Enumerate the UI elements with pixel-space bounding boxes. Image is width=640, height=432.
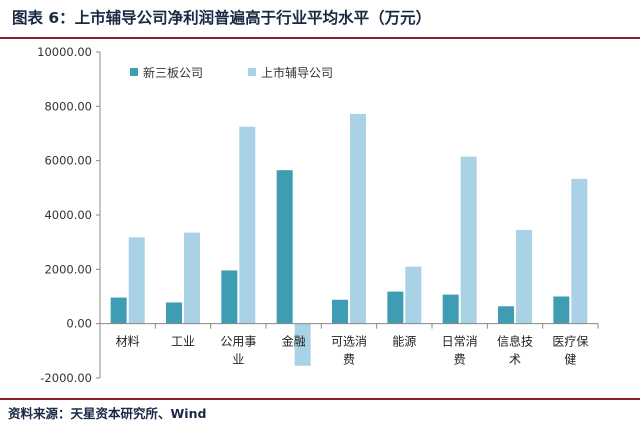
- y-tick-label: 8000.00: [44, 99, 92, 113]
- x-category-label: 信息技: [497, 334, 533, 349]
- bar-series-1: [460, 156, 477, 324]
- bar-series-1: [350, 113, 366, 324]
- bar-series-1: [405, 266, 422, 324]
- bars-group: [110, 113, 588, 366]
- bar-series-0: [387, 291, 404, 324]
- x-category-label: 业: [232, 353, 244, 367]
- bar-series-0: [110, 297, 127, 324]
- source-note: 资料来源：天星资本研究所、Wind: [8, 406, 207, 421]
- bar-series-1: [516, 229, 532, 324]
- title-divider: [0, 37, 640, 39]
- legend-swatch: [130, 68, 138, 76]
- bar-chart: 10000.00 8000.00 6000.00 4000.00 2000.00 0.00…: [37, 45, 599, 385]
- bar-series-0: [166, 302, 182, 324]
- legend-swatch: [248, 68, 256, 76]
- x-category-label: 医疗保: [552, 335, 588, 349]
- x-category-label: 可选消: [331, 335, 367, 349]
- x-category-label: 术: [509, 353, 521, 367]
- y-tick-label: 6000.00: [44, 154, 92, 168]
- bar-series-1: [128, 237, 145, 324]
- legend-label: 上市辅导公司: [261, 65, 333, 80]
- bar-series-1: [294, 323, 311, 366]
- bar-series-0: [442, 294, 459, 324]
- x-category-label: 金融: [282, 334, 306, 349]
- y-axis: 10000.00 8000.00 6000.00 4000.00 2000.00 0.00…: [37, 45, 101, 385]
- x-category-label: 公用事: [220, 335, 256, 349]
- chart-title: 图表 6：上市辅导公司净利润普遍高于行业平均水平（万元）: [12, 9, 432, 27]
- x-category-label: 费: [343, 353, 355, 367]
- y-tick-label: 0.00: [66, 317, 92, 331]
- x-category-label: 工业: [171, 335, 195, 349]
- x-category-label: 材料: [116, 335, 140, 349]
- x-category-label: 健: [564, 353, 576, 367]
- bar-series-0: [498, 306, 514, 324]
- y-tick-label: 10000.00: [37, 45, 92, 59]
- footer-divider: [0, 398, 640, 400]
- x-category-label: 能源: [392, 335, 416, 349]
- x-category-label: 费: [454, 353, 466, 367]
- x-category-label: 日常消: [442, 335, 478, 349]
- y-tick-label: 2000.00: [44, 262, 92, 276]
- bar-series-1: [239, 126, 256, 324]
- bar-series-0: [221, 270, 238, 324]
- bar-series-1: [571, 178, 588, 324]
- bar-series-0: [276, 170, 293, 324]
- bar-series-0: [553, 296, 570, 324]
- y-tick-label: 4000.00: [44, 208, 92, 222]
- bar-series-1: [184, 232, 200, 324]
- legend-label: 新三板公司: [143, 65, 203, 80]
- y-tick-label: -2000.00: [40, 371, 92, 385]
- bar-series-0: [332, 299, 348, 324]
- chart-legend: 新三板公司 上市辅导公司: [130, 65, 333, 80]
